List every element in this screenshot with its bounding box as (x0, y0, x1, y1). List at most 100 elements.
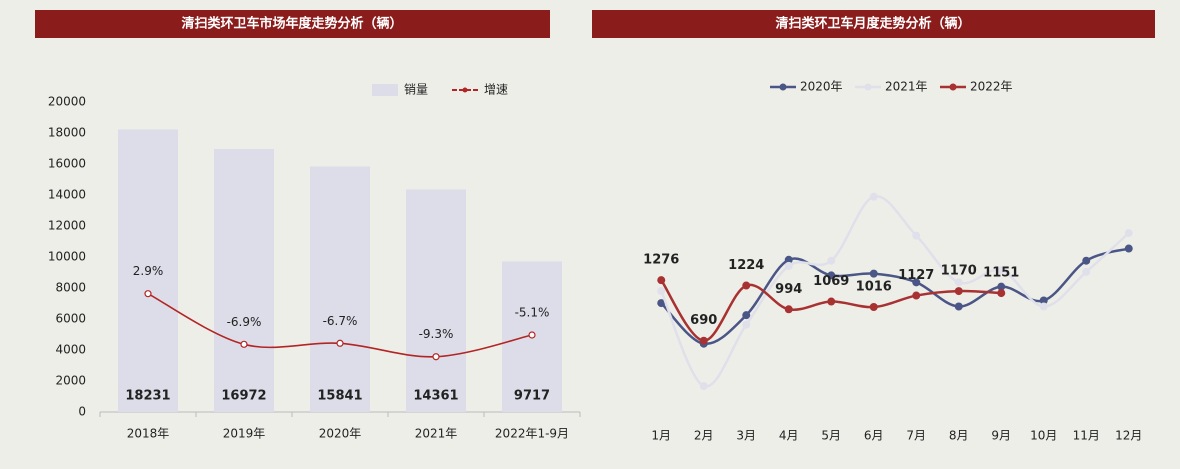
title-banner (35, 10, 550, 38)
legend-label: 2020年 (800, 80, 843, 94)
x-tick-label: 11月 (1073, 429, 1100, 443)
x-tick-label: 8月 (949, 429, 969, 443)
x-tick-label: 2021年 (415, 427, 458, 441)
x-tick-label: 2019年 (223, 427, 266, 441)
x-tick-label: 2020年 (319, 427, 362, 441)
data-label: 1127 (898, 268, 934, 283)
x-tick-label: 10月 (1030, 429, 1057, 443)
y-tick-label: 14000 (48, 188, 86, 202)
y-tick-label: 16000 (48, 157, 86, 171)
series-point (827, 256, 836, 265)
data-label: 1016 (856, 280, 892, 295)
growth-point (528, 331, 536, 339)
growth-label: -5.1% (515, 306, 550, 320)
bar-value-label: 9717 (514, 389, 550, 404)
series-point (1039, 296, 1048, 305)
series-point (1124, 244, 1133, 253)
data-label: 1170 (941, 264, 977, 279)
x-tick-label: 5月 (821, 429, 841, 443)
series-point (742, 311, 751, 320)
legend-label: 销量 (404, 83, 428, 97)
series-point (657, 299, 666, 308)
series-point (784, 305, 793, 314)
data-label: 1069 (813, 274, 849, 289)
legend-marker (779, 83, 787, 91)
series-point (997, 289, 1006, 298)
title-banner (592, 10, 1155, 38)
x-tick-label: 4月 (779, 429, 799, 443)
data-label: 1151 (983, 266, 1019, 281)
legend-label: 增速 (484, 83, 508, 97)
bar-value-label: 15841 (317, 389, 362, 404)
legend-label: 2021年 (885, 80, 928, 94)
series-point (912, 291, 921, 300)
x-tick-label: 9月 (991, 429, 1011, 443)
legend-marker (864, 83, 872, 91)
growth-point (336, 339, 344, 347)
growth-point (432, 353, 440, 361)
growth-label: -6.7% (323, 314, 358, 328)
series-point (997, 266, 1006, 275)
y-tick-label: 18000 (48, 126, 86, 140)
series-point (1124, 229, 1133, 238)
data-label: 1224 (728, 258, 764, 273)
series-point (997, 282, 1006, 291)
series-point (1082, 256, 1091, 265)
series-point (827, 297, 836, 306)
x-tick-label: 2月 (694, 429, 714, 443)
x-tick-label: 2022年1-9月 (495, 427, 569, 441)
series-point (869, 192, 878, 201)
series-point (954, 302, 963, 311)
series-point (954, 278, 963, 287)
growth-point (240, 340, 248, 348)
series-point (657, 276, 666, 285)
series-point (1039, 302, 1048, 311)
data-label: 690 (690, 313, 717, 328)
series-point (954, 287, 963, 296)
x-tick-label: 3月 (736, 429, 756, 443)
bar-value-label: 18231 (125, 389, 170, 404)
bar (310, 166, 370, 412)
legend-marker (462, 87, 468, 93)
bar (406, 189, 466, 412)
series-point (784, 261, 793, 270)
bar (118, 129, 178, 412)
legend-swatch (372, 84, 398, 96)
series-point (912, 231, 921, 240)
x-tick-label: 6月 (864, 429, 884, 443)
bar-value-label: 16972 (221, 389, 266, 404)
x-tick-label: 2018年 (127, 427, 170, 441)
series-point (869, 303, 878, 312)
chart-title: 清扫类环卫车月度走势分析（辆） (775, 16, 970, 32)
y-tick-label: 2000 (55, 374, 86, 388)
legend-marker (949, 83, 957, 91)
series-point (657, 286, 666, 295)
series-point (699, 382, 708, 391)
series-point (699, 336, 708, 345)
series-point (784, 255, 793, 264)
series-point (742, 320, 751, 329)
growth-label: 2.9% (133, 264, 164, 278)
bar (214, 148, 274, 412)
x-tick-label: 12月 (1115, 429, 1142, 443)
bar-value-label: 14361 (413, 389, 458, 404)
series-point (1082, 267, 1091, 276)
chart-title: 清扫类环卫车市场年度走势分析（辆） (181, 16, 402, 32)
data-label: 1276 (643, 253, 679, 268)
growth-label: -9.3% (419, 327, 454, 341)
y-tick-label: 4000 (55, 343, 86, 357)
series-point (742, 281, 751, 290)
series-point (869, 269, 878, 278)
growth-point (144, 290, 152, 298)
y-tick-label: 6000 (55, 312, 86, 326)
y-tick-label: 10000 (48, 250, 86, 264)
x-tick-label: 1月 (651, 429, 671, 443)
y-tick-label: 8000 (55, 281, 86, 295)
y-tick-label: 0 (78, 405, 86, 419)
x-tick-label: 7月 (906, 429, 926, 443)
growth-label: -6.9% (227, 315, 262, 329)
series-point (827, 271, 836, 280)
y-tick-label: 12000 (48, 219, 86, 233)
